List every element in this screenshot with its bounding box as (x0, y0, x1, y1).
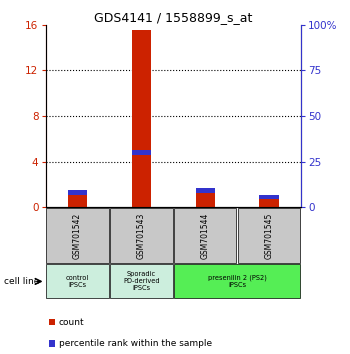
Bar (238, 208, 300, 263)
Text: count: count (59, 318, 84, 327)
Bar (110, 264, 173, 298)
Bar (110, 208, 173, 263)
Text: Sporadic
PD-derived
iPSCs: Sporadic PD-derived iPSCs (123, 272, 160, 291)
Bar (259, 199, 279, 207)
Bar (174, 264, 300, 298)
Bar (196, 188, 215, 193)
Text: control
IPSCs: control IPSCs (66, 275, 89, 288)
Bar (259, 195, 279, 199)
Bar (196, 192, 215, 207)
Bar (132, 150, 151, 155)
Title: GDS4141 / 1558899_s_at: GDS4141 / 1558899_s_at (94, 11, 252, 24)
Text: GSM701542: GSM701542 (73, 212, 82, 258)
Text: cell line: cell line (4, 277, 39, 286)
Bar (132, 30, 151, 207)
Text: GSM701543: GSM701543 (137, 212, 146, 259)
Bar (174, 208, 237, 263)
Text: percentile rank within the sample: percentile rank within the sample (59, 339, 212, 348)
Text: presenilin 2 (PS2)
iPSCs: presenilin 2 (PS2) iPSCs (208, 275, 267, 288)
Text: GSM701545: GSM701545 (265, 212, 274, 259)
Bar (46, 208, 109, 263)
Text: GSM701544: GSM701544 (201, 212, 210, 259)
Bar (46, 264, 109, 298)
Bar (68, 190, 87, 195)
Bar (68, 193, 87, 207)
